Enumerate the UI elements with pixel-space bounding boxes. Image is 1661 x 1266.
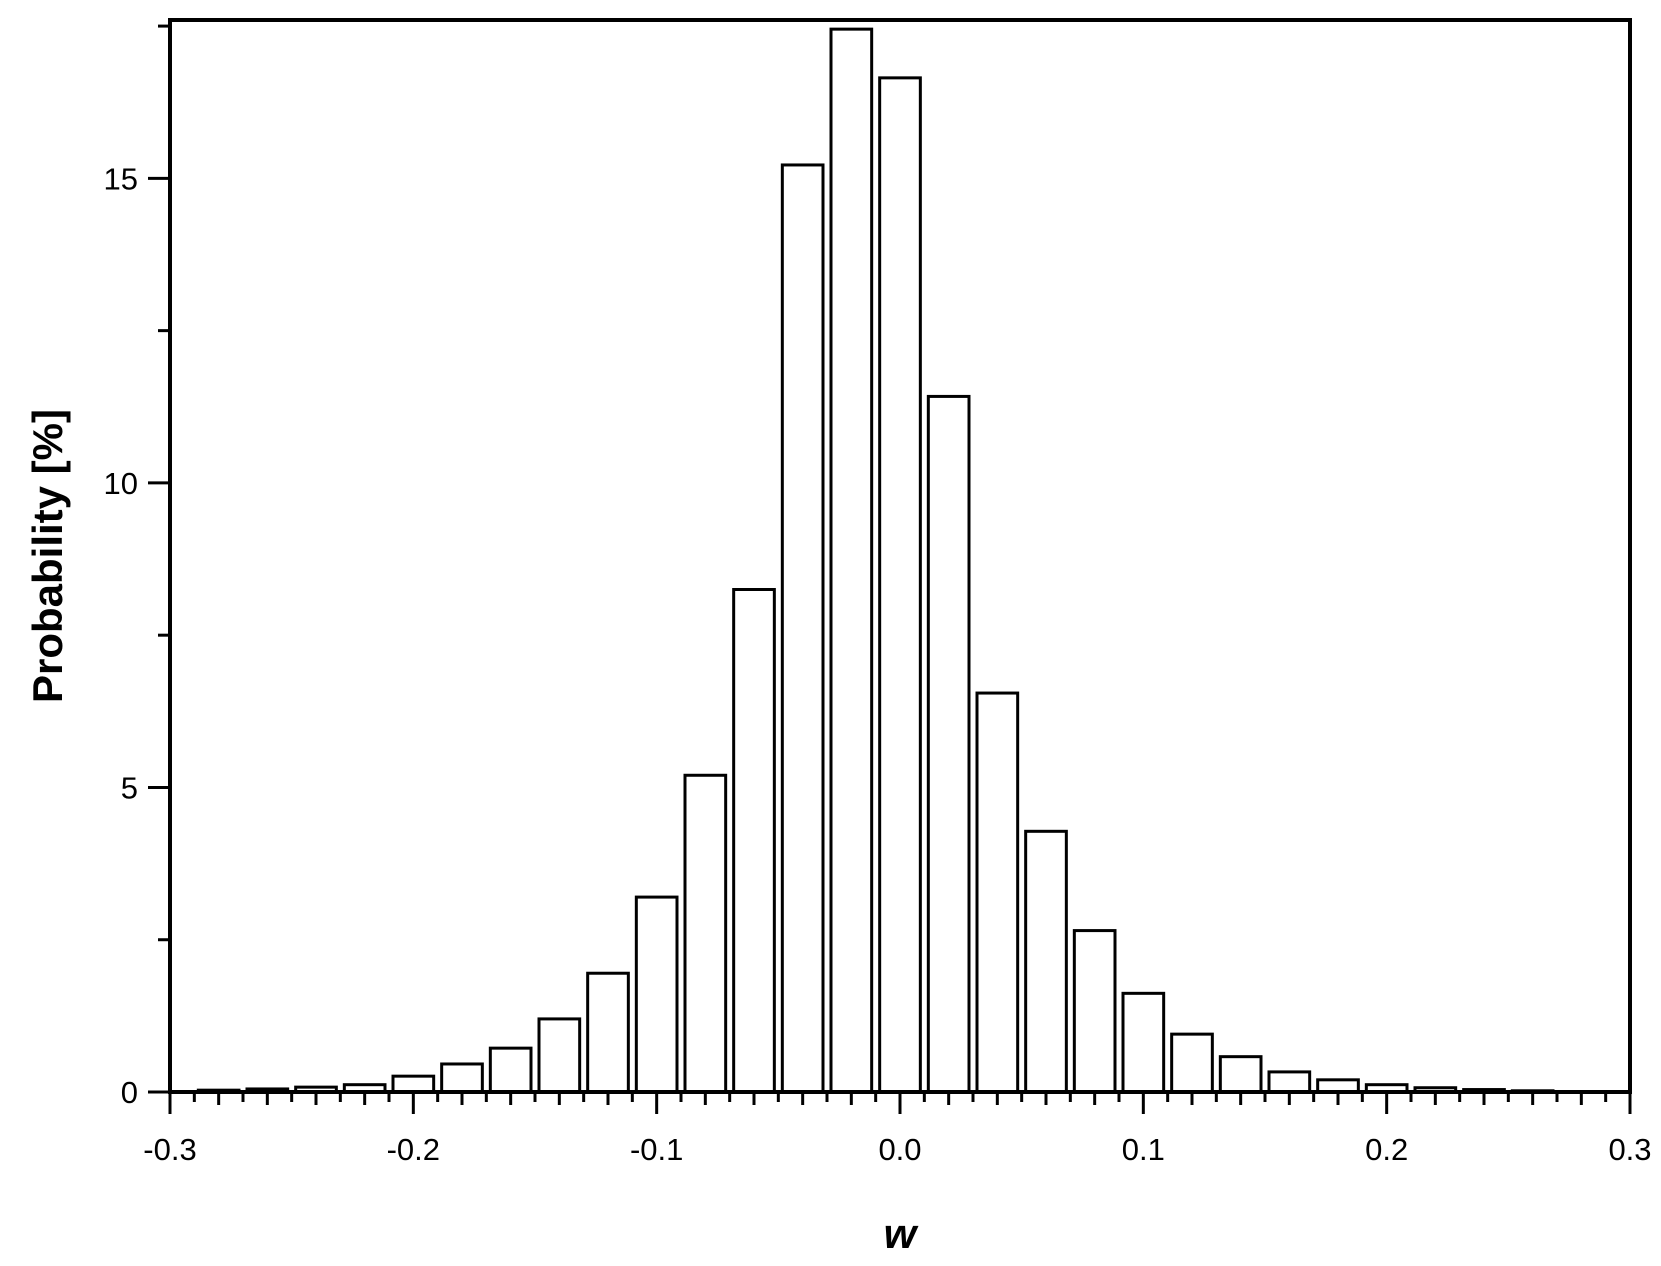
y-tick-label: 5 bbox=[121, 770, 138, 805]
histogram-bar bbox=[732, 588, 776, 1094]
x-axis-ticks bbox=[168, 1092, 1632, 1114]
x-tick-label: -0.2 bbox=[387, 1132, 440, 1167]
histogram-bar bbox=[1072, 929, 1117, 1094]
histogram-bar bbox=[1121, 991, 1166, 1094]
histogram-bar bbox=[488, 1046, 533, 1094]
histogram-bar bbox=[634, 895, 679, 1094]
histogram-bar bbox=[780, 163, 825, 1094]
histogram-bar bbox=[1267, 1070, 1312, 1094]
histogram-bar bbox=[1024, 829, 1068, 1094]
histogram-bar bbox=[391, 1074, 436, 1094]
x-tick-label: 0.3 bbox=[1608, 1132, 1651, 1167]
y-tick-label: 10 bbox=[104, 466, 138, 501]
x-tick-label: -0.3 bbox=[143, 1132, 196, 1167]
x-tick-label: 0.1 bbox=[1122, 1132, 1165, 1167]
y-tick-label: 0 bbox=[121, 1075, 138, 1110]
histogram-bar bbox=[1170, 1032, 1214, 1094]
y-axis-ticks bbox=[148, 24, 170, 1094]
bars-group bbox=[196, 27, 1555, 1094]
x-axis-tick-labels: -0.3 -0.2 -0.1 0.0 0.1 0.2 0.3 bbox=[143, 1132, 1651, 1167]
x-tick-label: 0.2 bbox=[1365, 1132, 1408, 1167]
x-tick-label: -0.1 bbox=[630, 1132, 683, 1167]
histogram-bar bbox=[1218, 1055, 1263, 1094]
y-tick-label: 15 bbox=[104, 161, 138, 196]
histogram-bar bbox=[926, 394, 971, 1094]
histogram-bar bbox=[683, 773, 728, 1094]
histogram-bar bbox=[537, 1017, 582, 1094]
histogram-bar bbox=[878, 76, 922, 1094]
histogram-bar bbox=[440, 1062, 484, 1094]
x-axis-title: w bbox=[884, 1210, 919, 1257]
y-axis-title: Probability [%] bbox=[24, 409, 71, 703]
histogram-bar bbox=[829, 27, 874, 1094]
histogram-bar bbox=[975, 691, 1020, 1094]
y-axis-tick-labels: 0 5 10 15 bbox=[104, 161, 138, 1110]
histogram-bar bbox=[586, 971, 630, 1094]
x-tick-label: 0.0 bbox=[878, 1132, 921, 1167]
